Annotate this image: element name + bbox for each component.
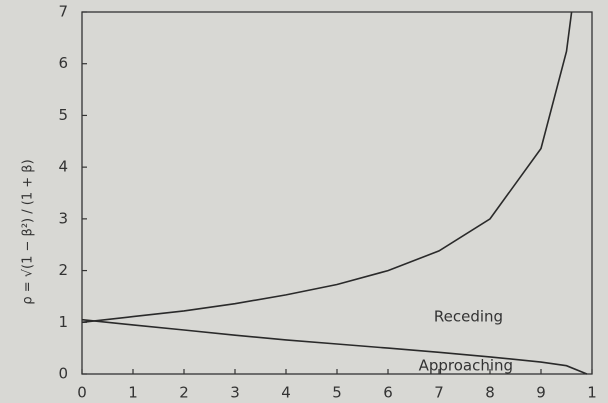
y-tick-label: 7 <box>58 3 68 21</box>
y-tick-label: 6 <box>58 54 68 72</box>
x-tick-label: 4 <box>281 384 291 402</box>
x-tick-label: 2 <box>179 384 189 402</box>
y-tick-label: 1 <box>58 313 68 331</box>
y-tick-label: 4 <box>58 158 68 176</box>
y-tick-label: 2 <box>58 261 68 279</box>
y-tick-label: 3 <box>58 209 68 227</box>
y-tick-label: 5 <box>58 106 68 124</box>
x-tick-label: 7 <box>434 384 444 402</box>
paper <box>0 0 608 403</box>
y-axis-label: ρ = √(1 − β²) / (1 + β) <box>21 159 36 304</box>
x-tick-label: 8 <box>485 384 495 402</box>
chart: ρ = √(1 − β²) / (1 + β) 0123456789101234… <box>0 0 608 403</box>
x-tick-label: 1 <box>128 384 138 402</box>
x-tick-label: 6 <box>383 384 393 402</box>
x-tick-label: 5 <box>332 384 342 402</box>
x-tick-label: 0 <box>77 384 87 402</box>
series-label: Approaching <box>419 357 513 375</box>
y-tick-label: 0 <box>58 365 68 383</box>
x-tick-label: 3 <box>230 384 240 402</box>
x-tick-label: 1 <box>587 384 597 402</box>
x-tick-label: 9 <box>536 384 546 402</box>
series-label: Receding <box>434 308 503 326</box>
